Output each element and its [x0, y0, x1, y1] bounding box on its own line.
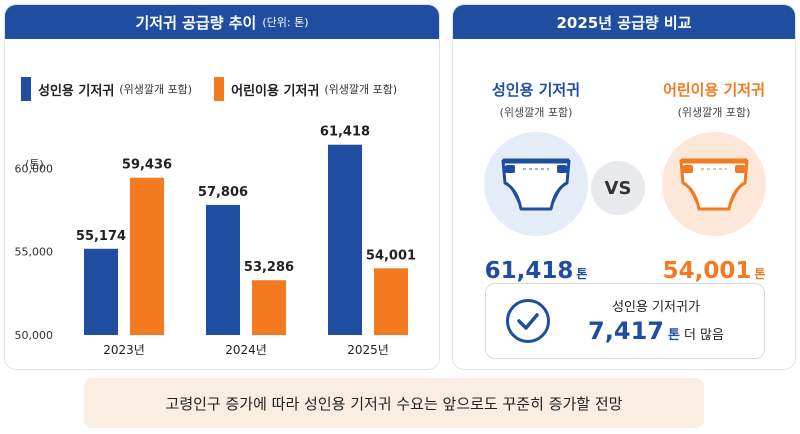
comparison-title: 2025년 공급량 비교	[556, 13, 692, 32]
difference-text: 성인용 기저귀가 7,417 톤 더 많음	[566, 296, 746, 345]
check-circle-icon	[506, 299, 550, 343]
vs-badge: VS	[591, 161, 645, 215]
bar-value-label-adult: 55,174	[76, 229, 126, 244]
legend-item-kids: 어린이용 기저귀 (위생깔개 포함)	[214, 77, 397, 101]
adult-compare-sub: (위생깔개 포함)	[499, 106, 573, 119]
adult-compare-value: 61,418	[484, 258, 574, 284]
adult-diaper-circle	[484, 132, 588, 236]
y-tick-label: 60,000	[15, 162, 54, 175]
difference-tail: 더 많음	[683, 328, 724, 343]
y-tick-label: 55,000	[15, 246, 54, 259]
x-category-label: 2025년	[347, 343, 389, 357]
bar-adult	[84, 248, 118, 335]
x-category-label: 2023년	[103, 343, 145, 357]
bar-value-label-kids: 54,001	[366, 248, 416, 263]
adult-compare-title: 성인용 기저귀	[491, 81, 581, 99]
y-axis-unit: (톤)	[25, 158, 44, 171]
chart-legend: 성인용 기저귀 (위생깔개 포함) 어린이용 기저귀 (위생깔개 포함)	[21, 77, 419, 101]
adult-compare-unit: 톤	[576, 267, 588, 281]
adult-compare-value-row: 61,418 톤	[461, 258, 611, 284]
supply-trend-header: 기저귀 공급량 추이 (단위: 톤)	[5, 5, 439, 39]
kids-compare-unit: 톤	[754, 267, 766, 281]
difference-unit: 톤	[667, 328, 680, 343]
outlook-footer: 고령인구 증가에 따라 성인용 기저귀 수요는 앞으로도 꾸준히 증가할 전망	[84, 378, 704, 428]
supply-trend-unit: (단위: 톤)	[262, 16, 309, 29]
adult-diaper-icon	[501, 158, 571, 211]
bar-value-label-adult: 61,418	[320, 125, 370, 140]
comparison-header: 2025년 공급량 비교	[453, 5, 795, 39]
adult-compare: 성인용 기저귀 (위생깔개 포함) 61,418 톤	[461, 79, 611, 284]
difference-value: 7,417	[588, 317, 664, 345]
legend-swatch-adult	[21, 77, 31, 101]
bar-adult	[328, 144, 362, 335]
bar-value-label-adult: 57,806	[198, 185, 248, 200]
supply-trend-title: 기저귀 공급량 추이	[135, 13, 257, 32]
kids-compare-value: 54,001	[662, 258, 752, 284]
legend-sub-adult: (위생깔개 포함)	[119, 83, 193, 96]
kids-compare: 어린이용 기저귀 (위생깔개 포함) 54,001 톤	[639, 79, 789, 284]
comparison-panel: 2025년 공급량 비교 성인용 기저귀 (위생깔개 포함) 61,418 톤 V…	[452, 4, 796, 370]
kids-diaper-icon	[679, 158, 749, 211]
legend-label-kids: 어린이용 기저귀	[231, 83, 320, 99]
kids-diaper-circle	[662, 132, 766, 236]
bar-adult	[206, 204, 240, 335]
y-tick-label: 50,000	[15, 329, 54, 342]
supply-bar-chart: (톤) 50,000 55,000 60,000 55,174 59,436 2023년 57…	[15, 125, 417, 357]
supply-trend-panel: 기저귀 공급량 추이 (단위: 톤) 성인용 기저귀 (위생깔개 포함) 어린이…	[4, 4, 440, 370]
difference-box: 성인용 기저귀가 7,417 톤 더 많음	[485, 283, 765, 359]
kids-compare-title: 어린이용 기저귀	[663, 81, 765, 99]
kids-compare-sub: (위생깔개 포함)	[677, 106, 751, 119]
bar-kids	[374, 268, 408, 335]
bar-kids	[252, 280, 286, 335]
bar-value-label-kids: 53,286	[244, 260, 294, 275]
legend-item-adult: 성인용 기저귀 (위생깔개 포함)	[21, 77, 192, 101]
x-category-label: 2024년	[225, 343, 267, 357]
legend-label-adult: 성인용 기저귀	[38, 83, 115, 99]
difference-line2: 7,417 톤 더 많음	[566, 317, 746, 345]
legend-swatch-kids	[214, 77, 225, 101]
difference-line1: 성인용 기저귀가	[612, 300, 700, 315]
legend-sub-kids: (위생깔개 포함)	[324, 83, 398, 96]
bar-kids	[130, 177, 164, 335]
kids-compare-value-row: 54,001 톤	[639, 258, 789, 284]
bar-value-label-kids: 59,436	[122, 158, 172, 173]
